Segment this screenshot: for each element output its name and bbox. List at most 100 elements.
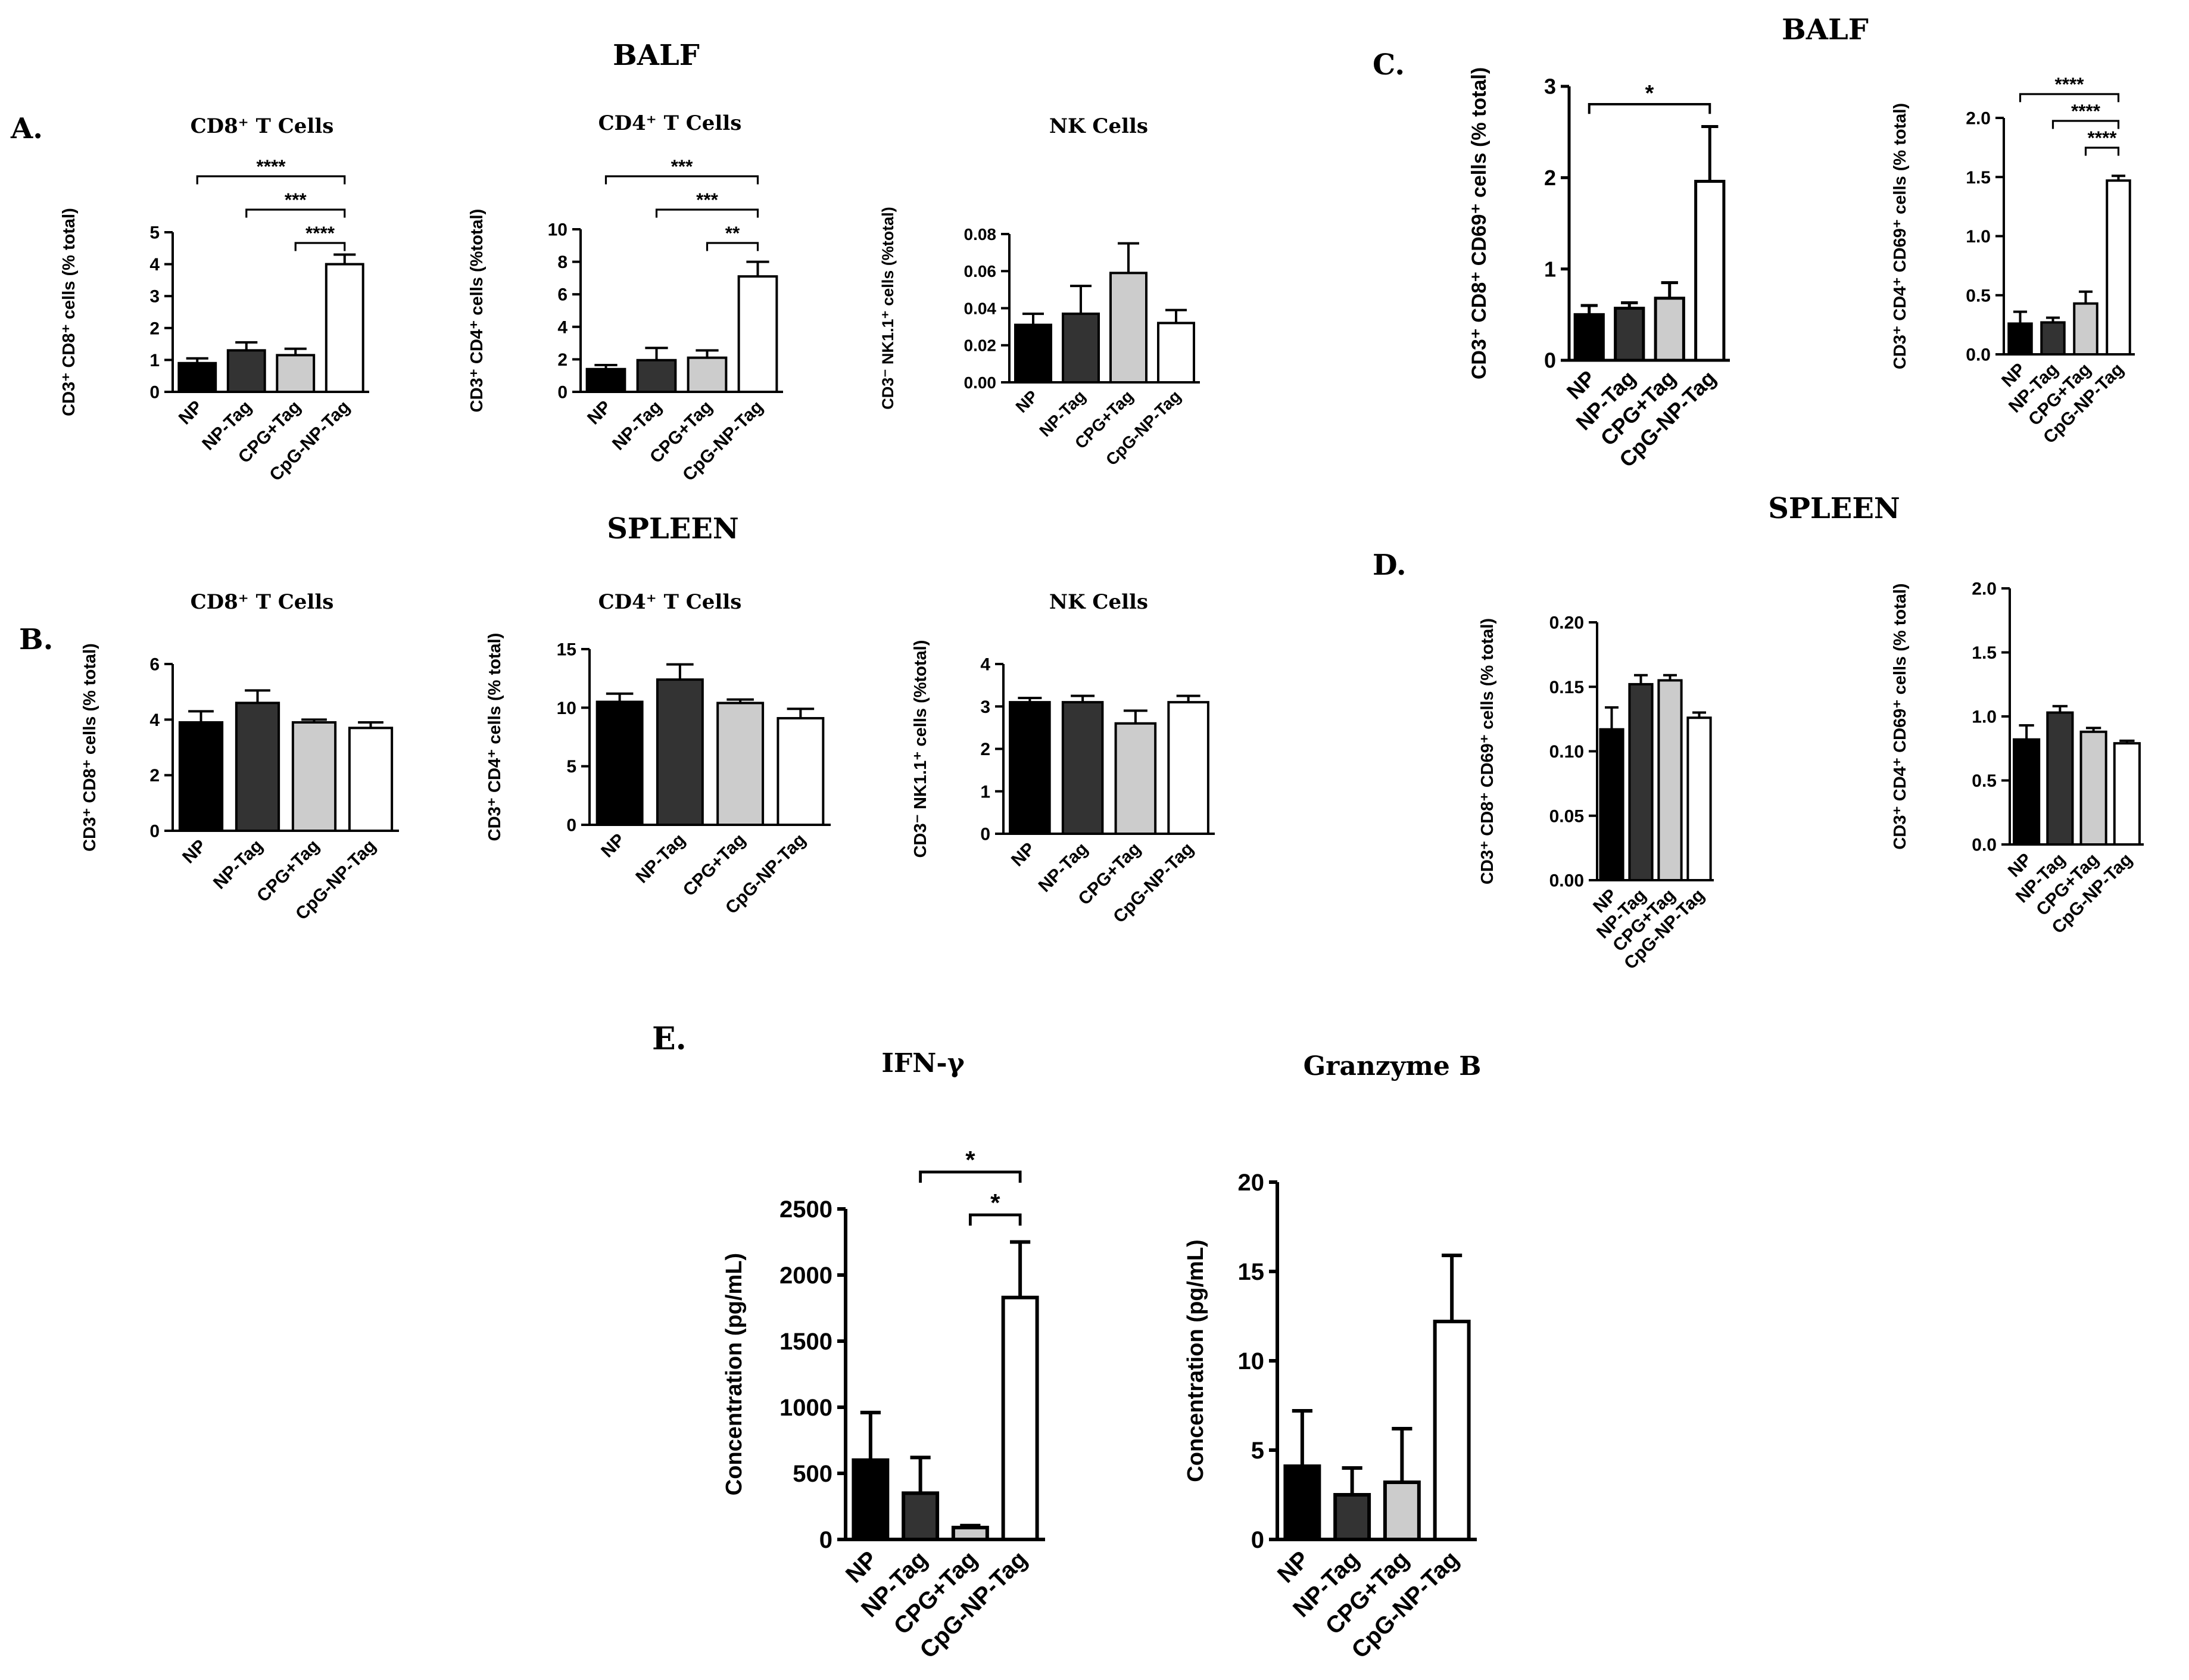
panel-letter-c: C. [1373, 48, 1405, 82]
bar [1383, 1480, 1421, 1541]
bar [178, 721, 224, 832]
significance-label: **** [2054, 73, 2084, 95]
chart-title: IFN-γ [881, 1048, 965, 1079]
bar [2079, 730, 2107, 846]
bar [2106, 179, 2131, 356]
y-tick-label: 2500 [779, 1196, 832, 1223]
chart-title: CD8⁺ T Cells [191, 114, 334, 138]
y-tick-label: 10 [557, 699, 576, 718]
significance-label: **** [2087, 127, 2117, 148]
significance-label: *** [696, 189, 719, 210]
chart-a2: CD4⁺ T Cells 0 2 4 6 8 10 CD3⁺ CD4⁺ cells (%tot… [467, 111, 783, 485]
chart-e1: IFN-γ 0 500 1000 1500 2000 2500 Concentration (… [722, 1048, 1045, 1663]
significance-bracket [294, 242, 346, 251]
bar [325, 263, 364, 393]
bar [2013, 738, 2041, 846]
y-tick-label: 0 [149, 822, 160, 841]
y-tick-label: 0.04 [964, 299, 997, 317]
bar [2040, 321, 2066, 356]
bar [687, 356, 728, 393]
y-axis-label: Concentration (pg/mL) [722, 1253, 747, 1495]
significance-bracket [655, 208, 759, 218]
bar [1573, 313, 1605, 362]
significance-label: *** [671, 155, 694, 177]
x-tick-label: NP [1008, 839, 1039, 871]
x-tick-label: NP-Tag [632, 830, 689, 887]
y-tick-label: 3 [980, 697, 990, 717]
y-tick-label: 0.08 [964, 225, 997, 244]
charts-layer: CD8⁺ T Cells 0 1 2 3 4 5 CD3⁺ CD8⁺ cells (% tot… [60, 67, 2144, 1663]
x-tick-label: NP [841, 1546, 883, 1588]
bar [1614, 307, 1645, 362]
bar [1599, 728, 1624, 881]
bar [1657, 679, 1683, 882]
y-tick-label: 1500 [779, 1329, 832, 1355]
panel-letter-d: D. [1373, 548, 1407, 582]
chart-c2: 0.0 0.5 1.0 1.5 2.0 CD3⁺ CD4⁺ CD69⁺ cells (% … [1891, 73, 2135, 447]
significance-label: * [965, 1146, 975, 1174]
y-tick-label: 1000 [779, 1395, 832, 1421]
significance-label: **** [305, 222, 335, 244]
chart-a3: NK Cells 0.00 0.02 0.04 0.06 0.08 CD3⁻ NK1.1⁺ … [879, 114, 1200, 469]
bar [276, 354, 316, 393]
x-tick-label: NP [1273, 1546, 1314, 1588]
y-tick-label: 0 [149, 383, 160, 403]
significance-bracket [196, 175, 346, 185]
significance-label: *** [285, 189, 307, 210]
significance-label: ** [725, 222, 740, 244]
chart-title: NK Cells [1049, 590, 1148, 614]
bar [737, 275, 778, 394]
x-tick-label: NP [179, 836, 210, 868]
y-tick-label: 1.0 [1966, 227, 1991, 247]
y-axis-label: CD3⁺ CD4⁺ cells (% total) [485, 633, 504, 841]
panel-letter-b: B. [19, 623, 53, 656]
y-tick-label: 5 [1251, 1438, 1264, 1464]
bar [1654, 297, 1685, 362]
bar [1283, 1464, 1321, 1541]
y-axis-label: CD3⁺ CD8⁺ cells (% total) [80, 643, 99, 852]
y-tick-label: 2.0 [1966, 109, 1991, 129]
bar [1333, 1493, 1371, 1541]
significance-label: **** [256, 155, 286, 177]
y-tick-label: 0.0 [1966, 345, 1991, 365]
bar [1694, 179, 1726, 362]
chart-title: CD4⁺ T Cells [598, 590, 742, 614]
significance-bracket [2019, 93, 2120, 102]
bar [1167, 701, 1209, 835]
x-tick-label: NP [1012, 387, 1042, 416]
y-axis-label: CD3⁻ NK1.1⁺ cells (%total) [879, 207, 897, 410]
y-tick-label: 4 [980, 655, 990, 675]
y-tick-label: 5 [149, 223, 160, 243]
bar [1157, 322, 1195, 384]
y-tick-label: 0.0 [1972, 836, 1997, 855]
y-tick-label: 0 [557, 383, 567, 403]
y-tick-label: 1 [149, 351, 160, 370]
bar [777, 717, 825, 826]
y-tick-label: 20 [1238, 1170, 1265, 1196]
y-axis-label: CD3⁺ CD4⁺ cells (%total) [467, 209, 487, 413]
chart-e2: Granzyme B 0 5 10 15 20 Concentration (pg/mL) N… [1183, 1051, 1481, 1663]
x-tick-label: NP-Tag [210, 836, 267, 893]
bar [1628, 682, 1654, 882]
bar [1009, 701, 1051, 835]
y-tick-label: 0 [1251, 1527, 1264, 1553]
y-tick-label: 6 [557, 285, 567, 305]
bar [1062, 312, 1100, 384]
y-tick-label: 2.0 [1972, 579, 1997, 599]
y-axis-label: CD3⁺ CD8⁺ CD69⁺ cells (% total) [1468, 67, 1490, 379]
bar [1014, 323, 1052, 384]
section-label-balf-right: BALF [1782, 13, 1869, 46]
x-tick-label: NP [597, 830, 629, 862]
y-tick-label: 4 [149, 255, 160, 275]
significance-label: * [1645, 81, 1654, 106]
y-axis-label: CD3⁺ CD8⁺ CD69⁺ cells (% total) [1478, 618, 1497, 884]
y-tick-label: 0.00 [964, 373, 997, 392]
significance-bracket [2084, 147, 2120, 156]
bar [2113, 742, 2141, 846]
bar [1114, 722, 1157, 835]
y-tick-label: 2 [149, 766, 160, 786]
significance-bracket [604, 175, 759, 185]
y-axis-label: CD3⁺ CD4⁺ CD69⁺ cells (% total) [1891, 583, 1910, 849]
significance-bracket [2051, 120, 2120, 129]
chart-title: Granzyme B [1304, 1051, 1482, 1081]
